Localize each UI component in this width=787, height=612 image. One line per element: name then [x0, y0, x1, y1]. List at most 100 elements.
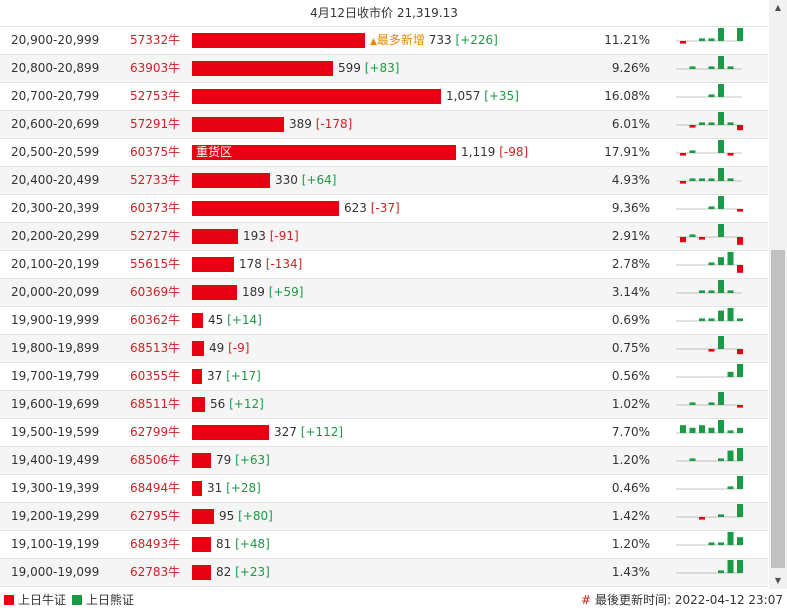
- volume-change: [+35]: [484, 89, 519, 103]
- up-triangle-icon: ▲: [370, 37, 377, 47]
- percentage: 6.01%: [611, 117, 650, 131]
- warrant-code-link[interactable]: 62799牛: [130, 425, 181, 439]
- volume-change: [+80]: [238, 509, 273, 523]
- warrant-code-link[interactable]: 62795牛: [130, 509, 181, 523]
- volume-bar: [192, 537, 211, 552]
- sparkline-bar: [718, 336, 724, 349]
- sparkline-bar: [680, 237, 686, 243]
- table-row[interactable]: 20,100-20,199 55615牛 178 [-134] 2.78%: [0, 251, 768, 279]
- volume-value: 189: [242, 285, 265, 299]
- price-range: 20,300-20,399: [11, 201, 100, 215]
- volume-bar: [192, 369, 202, 384]
- table-row[interactable]: 20,400-20,499 52733牛 330 [+64] 4.93%: [0, 167, 768, 195]
- sparkline-bar: [718, 196, 724, 209]
- trend-sparkline: [676, 504, 743, 520]
- warrant-code-link[interactable]: 68493牛: [130, 537, 181, 551]
- percentage: 11.21%: [604, 33, 650, 47]
- volume-value: 389: [289, 117, 312, 131]
- scroll-down-arrow-icon[interactable]: ▼: [774, 576, 782, 585]
- vertical-scrollbar[interactable]: ▲ ▼: [769, 0, 787, 589]
- volume-bar: [192, 313, 203, 328]
- table-row[interactable]: 19,900-19,999 60362牛 45 [+14] 0.69%: [0, 307, 768, 335]
- table-row[interactable]: 20,500-20,599 60375牛 重货区 1,119 [-98] 17.91%: [0, 139, 768, 167]
- price-range: 20,800-20,899: [11, 61, 100, 75]
- warrant-code-link[interactable]: 68513牛: [130, 341, 181, 355]
- warrant-code-link[interactable]: 63903牛: [130, 61, 181, 75]
- scrollbar-thumb[interactable]: [771, 250, 785, 568]
- trend-sparkline: [676, 252, 743, 273]
- trend-sparkline: [676, 476, 743, 490]
- sparkline-bar: [727, 560, 734, 573]
- sparkline-bar: [699, 425, 705, 433]
- price-range: 20,000-20,099: [11, 285, 100, 299]
- sparkline-bar: [727, 66, 734, 69]
- percentage: 17.91%: [604, 145, 650, 159]
- volume-change: [+112]: [300, 425, 344, 439]
- table-row[interactable]: 20,900-20,999 57332牛 ▲最多新增 733 [+226] 11.21…: [0, 27, 768, 55]
- trend-sparkline: [676, 308, 743, 322]
- volume-value: 1,057: [446, 89, 481, 103]
- warrant-code-link[interactable]: 68506牛: [130, 453, 181, 467]
- sparkline-bar: [727, 486, 734, 489]
- percentage: 4.93%: [611, 173, 650, 187]
- trend-sparkline: [676, 140, 742, 156]
- sparkline-bar: [718, 542, 724, 545]
- volume-value: 81: [216, 537, 232, 551]
- volume-change: [+14]: [227, 313, 262, 327]
- volume-bar: [192, 425, 269, 440]
- volume-change: [+59]: [268, 285, 304, 299]
- table-row[interactable]: 20,700-20,799 52753牛 1,057 [+35] 16.08%: [0, 83, 768, 111]
- warrant-code-link[interactable]: 60369牛: [130, 285, 181, 299]
- warrant-code-link[interactable]: 52753牛: [130, 89, 181, 103]
- table-row[interactable]: 20,300-20,399 60373牛 623 [-37] 9.36%: [0, 195, 768, 223]
- table-row[interactable]: 20,200-20,299 52727牛 193 [-91] 2.91%: [0, 223, 768, 251]
- percentage: 7.70%: [611, 425, 650, 439]
- warrant-code-link[interactable]: 52727牛: [130, 229, 181, 243]
- scroll-up-arrow-icon[interactable]: ▲: [774, 3, 782, 12]
- warrant-code-link[interactable]: 60375牛: [130, 145, 181, 159]
- volume-change: [+48]: [235, 537, 270, 551]
- sparkline-bar: [718, 84, 724, 97]
- warrant-code-link[interactable]: 55615牛: [130, 257, 181, 271]
- sparkline-bar: [699, 38, 705, 41]
- sparkline-bar: [708, 402, 715, 405]
- table-row[interactable]: 19,300-19,399 68494牛 31 [+28] 0.46%: [0, 475, 768, 503]
- warrant-code-link[interactable]: 57332牛: [130, 33, 181, 47]
- sparkline-bar: [680, 41, 686, 44]
- warrant-code-link[interactable]: 62783牛: [130, 565, 181, 579]
- sparkline-bar: [708, 178, 715, 181]
- sparkline-bar: [718, 458, 724, 461]
- sparkline-bar: [708, 349, 715, 352]
- price-range: 20,500-20,599: [11, 145, 100, 159]
- sparkline-bar: [737, 125, 743, 131]
- warrant-code-link[interactable]: 60373牛: [130, 201, 181, 215]
- volume-bar: [192, 285, 237, 300]
- table-row[interactable]: 20,000-20,099 60369牛 189 [+59] 3.14%: [0, 279, 768, 307]
- volume-value: 330: [275, 173, 298, 187]
- volume-value: 193: [243, 229, 266, 243]
- sparkline-bar: [708, 122, 715, 125]
- percentage: 2.91%: [611, 229, 650, 243]
- warrant-code-link[interactable]: 68511牛: [130, 397, 181, 411]
- warrant-code-link[interactable]: 52733牛: [130, 173, 181, 187]
- table-row[interactable]: 19,600-19,699 68511牛 56 [+12] 1.02%: [0, 391, 768, 419]
- table-row[interactable]: 20,800-20,899 63903牛 599 [+83] 9.26%: [0, 55, 768, 83]
- price-range: 19,200-19,299: [11, 509, 100, 523]
- table-row[interactable]: 19,800-19,899 68513牛 49 [-9] 0.75%: [0, 335, 768, 363]
- sparkline-bar: [737, 448, 743, 461]
- most-added-tag: ▲最多新增: [370, 33, 425, 47]
- percentage: 9.36%: [611, 201, 650, 215]
- table-row[interactable]: 19,000-19,099 62783牛 82 [+23] 1.43%: [0, 559, 768, 587]
- warrant-code-link[interactable]: 60362牛: [130, 313, 181, 327]
- table-row[interactable]: 19,700-19,799 60355牛 37 [+17] 0.56%: [0, 363, 768, 391]
- sparkline-bar: [689, 178, 696, 181]
- table-row[interactable]: 19,100-19,199 68493牛 81 [+48] 1.20%: [0, 531, 768, 559]
- warrant-code-link[interactable]: 60355牛: [130, 369, 181, 383]
- warrant-code-link[interactable]: 68494牛: [130, 481, 181, 495]
- warrant-code-link[interactable]: 57291牛: [130, 117, 181, 131]
- table-row[interactable]: 19,500-19,599 62799牛 327 [+112] 7.70%: [0, 419, 768, 447]
- table-row[interactable]: 19,400-19,499 68506牛 79 [+63] 1.20%: [0, 447, 768, 475]
- table-row[interactable]: 20,600-20,699 57291牛 389 [-178] 6.01%: [0, 111, 768, 139]
- table-row[interactable]: 19,200-19,299 62795牛 95 [+80] 1.42%: [0, 503, 768, 531]
- volume-value: 599: [338, 61, 361, 75]
